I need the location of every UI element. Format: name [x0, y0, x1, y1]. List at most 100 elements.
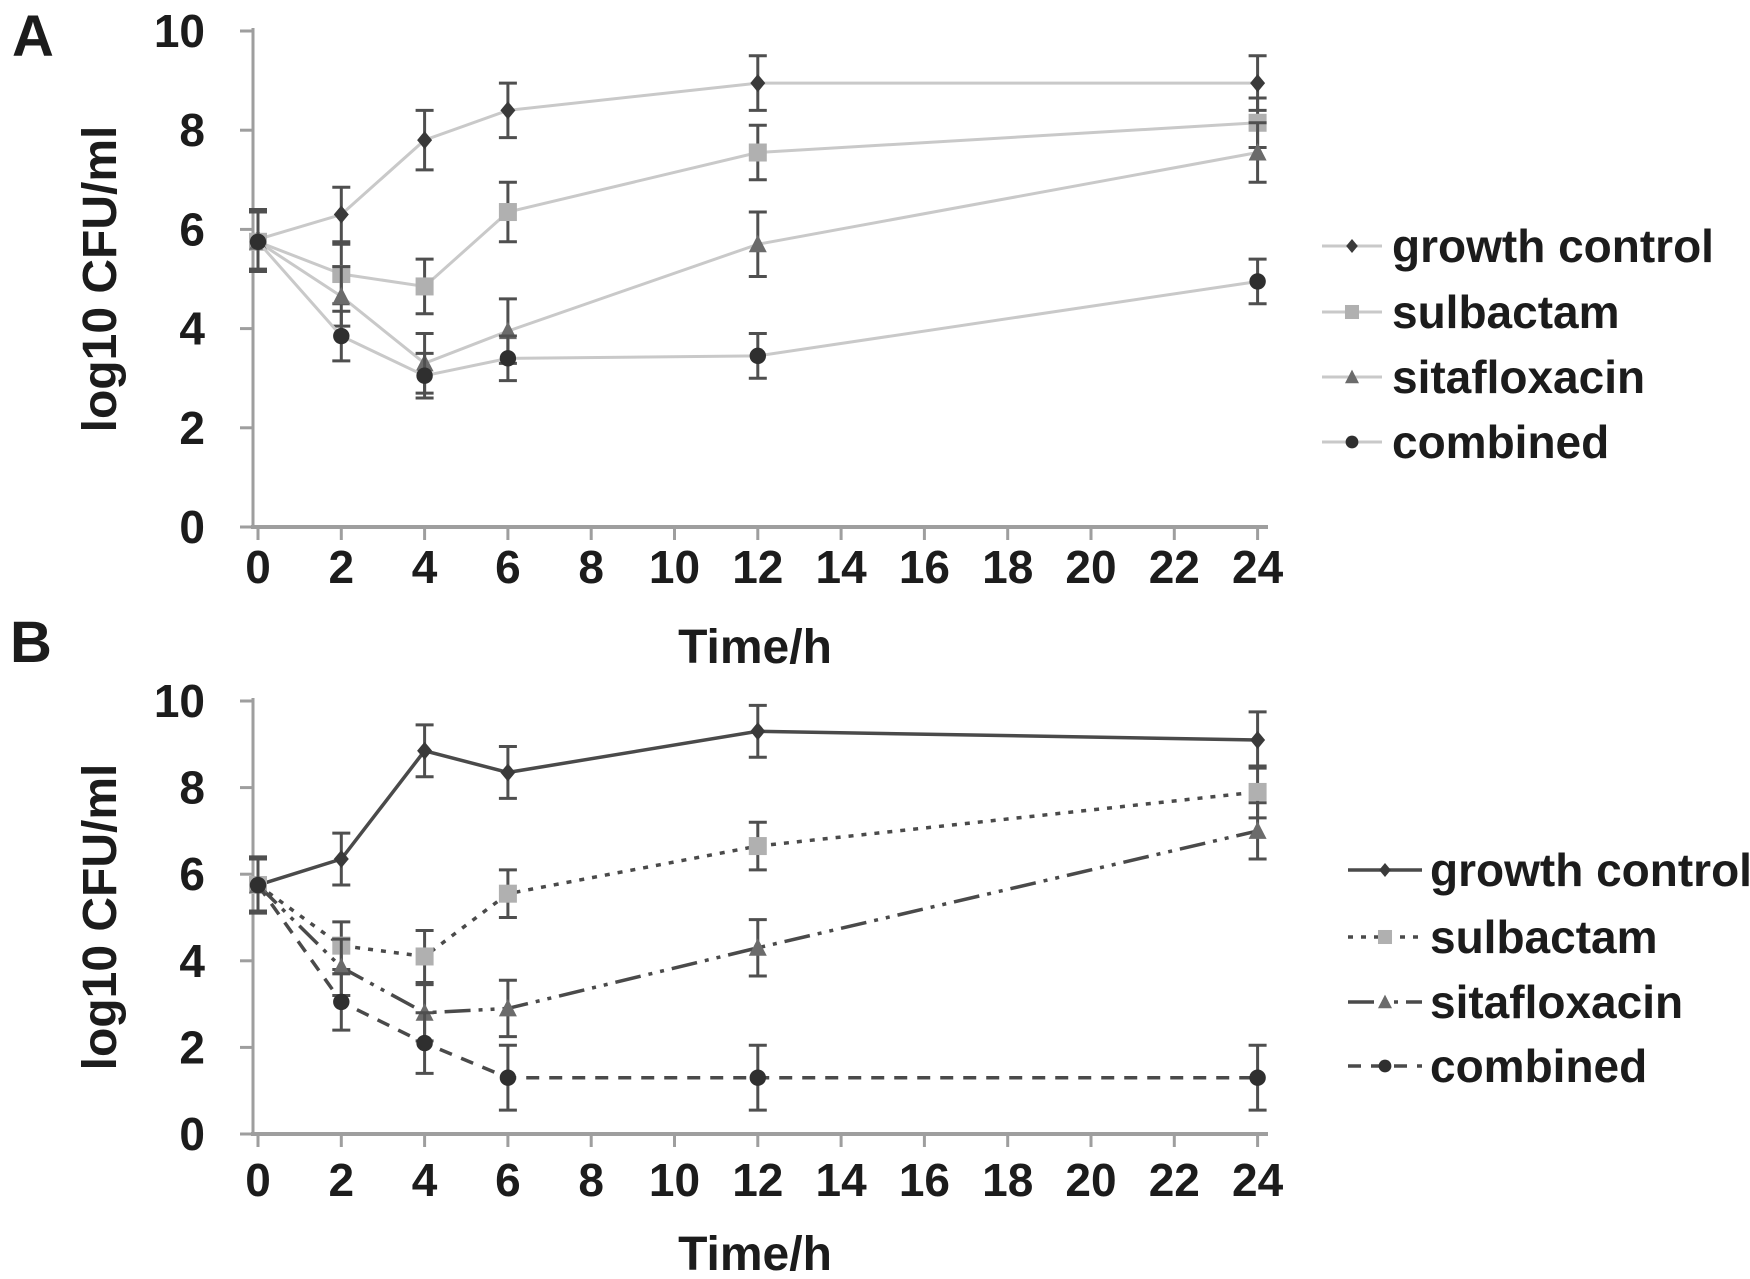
panel-b-legend-square-icon — [1377, 929, 1393, 945]
panel-b-legend-label-sulbactam: sulbactam — [1430, 911, 1658, 963]
panel-b-sitafloxacin-marker — [332, 957, 351, 976]
panel-a-y-axis-title: log10 CFU/ml — [74, 126, 127, 433]
panel-b-x-tick-label: 8 — [578, 1154, 604, 1206]
panel-b-legend-label-growth-control: growth control — [1430, 844, 1750, 896]
panel-a-x-tick-label: 12 — [732, 541, 783, 593]
panel-a-legend-label-growth-control: growth control — [1392, 220, 1714, 272]
panel-a-combined-line — [256, 240, 1258, 378]
panel-b-sulbactam-marker — [1248, 782, 1267, 801]
panel-b-legend-label-combined: combined — [1430, 1040, 1647, 1092]
panel-a-combined-marker — [749, 347, 766, 365]
panel-a-sulbactam-marker — [415, 277, 434, 296]
panel-a-x-tick-label: 8 — [578, 541, 604, 593]
panel-b-legend-circle-icon — [1378, 1059, 1392, 1073]
panel-a-y-tick-label: 8 — [179, 104, 205, 156]
panel-b-y-axis-title: log10 CFU/ml — [74, 764, 127, 1071]
panel-b-x-tick-label: 24 — [1232, 1154, 1284, 1206]
panel-b-y-tick-label: 6 — [179, 848, 205, 900]
panel-a-sitafloxacin-marker — [332, 286, 351, 305]
panel-b-x-tick-label: 0 — [245, 1154, 271, 1206]
panel-a-letter: A — [12, 4, 54, 69]
panel-b-combined-marker — [749, 1069, 766, 1086]
panel-a-x-tick-label: 20 — [1065, 541, 1116, 593]
panel-b-x-tick-label: 16 — [899, 1154, 950, 1206]
panel-a-x-tick-label: 4 — [412, 541, 438, 593]
panel-a-sulbactam-marker — [748, 143, 767, 162]
panel-b-growth-control-marker — [750, 722, 766, 741]
panel-a-y-tick-label: 6 — [179, 203, 205, 255]
panel-a-legend-label-combined: combined — [1392, 416, 1609, 468]
panel-a-legend-label-sulbactam: sulbactam — [1392, 286, 1620, 338]
panel-a-sulbactam-line — [257, 121, 1258, 289]
panel-a-x-tick-label: 2 — [329, 541, 355, 593]
panel-b-combined-marker — [416, 1034, 433, 1052]
panel-b-y-tick-label: 8 — [179, 762, 205, 814]
panel-a-growth-control-line — [257, 81, 1258, 241]
panel-a-combined-marker — [1249, 273, 1266, 290]
panel-a-combined-marker — [499, 350, 517, 367]
panel-b-y-tick-label: 10 — [154, 675, 205, 727]
panel-a-y-tick-label: 0 — [179, 501, 205, 553]
panel-a-combined-marker — [249, 233, 267, 250]
panel-b-combined-marker — [499, 1069, 517, 1086]
panel-a-growth-control-marker — [750, 74, 766, 93]
panel-b-growth-control-line — [257, 729, 1258, 887]
panel-a-y-tick-label: 2 — [179, 402, 205, 454]
panel-b-x-tick-label: 12 — [732, 1154, 783, 1206]
panel-a-combined-marker — [333, 327, 350, 345]
panel-b-x-tick-label: 14 — [816, 1154, 868, 1206]
panel-b-growth-control-marker — [333, 850, 349, 869]
panel-b-growth-control-marker — [1250, 730, 1266, 749]
panel-a-sitafloxacin-marker — [748, 234, 767, 253]
panel-b-x-axis-title: Time/h — [678, 1228, 832, 1279]
panel-b-x-tick-label: 2 — [329, 1154, 355, 1206]
panel-a-sulbactam-marker — [498, 203, 517, 222]
panel-b-sitafloxacin-marker — [748, 938, 767, 956]
panel-a-x-tick-label: 24 — [1232, 541, 1284, 593]
panel-a-x-tick-label: 10 — [649, 541, 700, 593]
panel-b-legend-label-sitafloxacin: sitafloxacin — [1430, 976, 1683, 1028]
panel-a-x-axis-title: Time/h — [678, 621, 832, 674]
panel-a-x-tick-label: 14 — [816, 541, 868, 593]
panel-a-x-tick-label: 16 — [899, 541, 950, 593]
panel-a-growth-control-marker — [500, 101, 516, 120]
panel-b-y-tick-label: 4 — [179, 935, 205, 987]
panel-a-legend-diamond-icon — [1346, 238, 1358, 254]
panel-b-x-tick-label: 10 — [649, 1154, 700, 1206]
panel-b-sitafloxacin-marker — [498, 998, 517, 1017]
panel-b-combined-marker — [333, 993, 350, 1011]
panel-b-legend-diamond-icon — [1379, 862, 1391, 878]
panel-a-sitafloxacin-marker — [1248, 143, 1267, 161]
panel-a-y-tick-label: 10 — [154, 5, 205, 57]
panel-b-x-tick-label: 6 — [495, 1154, 521, 1206]
panel-a-legend-triangle-icon — [1344, 369, 1360, 384]
panel-a-x-tick-label: 22 — [1149, 541, 1200, 593]
panel-a-sitafloxacin-line — [257, 151, 1258, 366]
panel-a-y-tick-label: 4 — [179, 303, 205, 355]
panel-b-growth-control-marker — [500, 763, 516, 782]
panel-a-combined-marker — [416, 367, 433, 384]
panel-b-sulbactam-marker — [498, 884, 517, 903]
panel-a-growth-control-marker — [417, 131, 433, 150]
panel-b-x-tick-label: 20 — [1065, 1154, 1116, 1206]
panel-a-growth-control-marker — [333, 205, 349, 224]
panel-a-growth-control-marker — [1250, 74, 1266, 93]
panel-b-x-tick-label: 18 — [982, 1154, 1033, 1206]
panel-b-sitafloxacin-line — [256, 829, 1258, 1015]
panel-b-y-tick-label: 0 — [179, 1108, 205, 1160]
panel-b-legend-triangle-icon — [1377, 994, 1393, 1009]
panel-b-y-tick-label: 2 — [179, 1021, 205, 1073]
panel-b-x-tick-label: 22 — [1149, 1154, 1200, 1206]
panel-a-legend-label-sitafloxacin: sitafloxacin — [1392, 351, 1645, 403]
panel-b-combined-line — [256, 884, 1258, 1080]
panel-a-x-tick-label: 18 — [982, 541, 1033, 593]
panel-b-combined-marker — [1249, 1069, 1266, 1086]
panel-b-sulbactam-marker — [415, 947, 434, 966]
panel-b-letter: B — [10, 610, 52, 675]
panel-b-sulbactam-marker — [748, 837, 767, 856]
panel-b-growth-control-marker — [417, 741, 433, 760]
panel-a-legend-square-icon — [1344, 304, 1360, 320]
panel-b-sitafloxacin-marker — [1248, 821, 1267, 839]
